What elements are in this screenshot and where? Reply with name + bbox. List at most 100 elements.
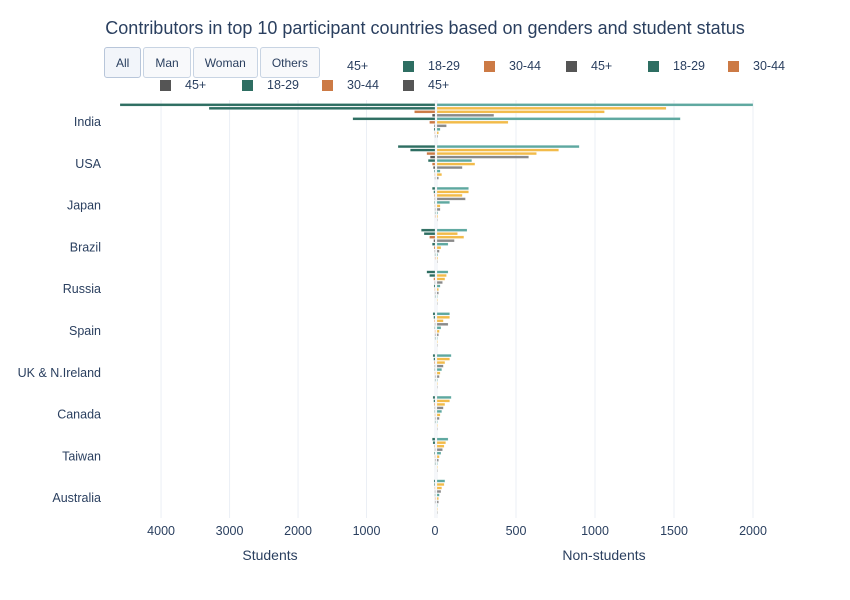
bar-non-students — [436, 207, 441, 211]
chart-title: Contributors in top 10 participant count… — [105, 18, 745, 38]
bar-non-students — [436, 131, 439, 135]
bar-non-students — [436, 420, 438, 424]
bar-non-students — [436, 235, 465, 239]
bar-students — [433, 127, 436, 131]
bar-students — [434, 409, 436, 413]
bar-non-students — [436, 413, 441, 417]
bar-students — [434, 333, 436, 337]
bar-students — [434, 288, 436, 291]
bar-non-students — [436, 288, 439, 291]
bar-non-students — [436, 364, 444, 368]
bar-students — [434, 497, 436, 500]
bar-students — [434, 214, 436, 218]
bar-non-students — [436, 382, 438, 386]
bar-non-students — [436, 232, 458, 236]
category-label: India — [74, 115, 101, 129]
bar-non-students — [436, 127, 441, 131]
bar-non-students — [436, 117, 681, 121]
bar-non-students — [436, 152, 537, 156]
bar-students — [434, 490, 436, 493]
bar-students — [429, 274, 436, 277]
x-axis-title-non-students: Non-students — [562, 547, 645, 563]
bar-non-students — [436, 378, 438, 382]
bar-students — [433, 190, 436, 194]
filter-button-man[interactable]: Man — [143, 47, 191, 78]
bar-non-students — [436, 197, 466, 201]
bar-students — [428, 159, 436, 163]
bar-students — [434, 368, 436, 372]
bar-non-students — [436, 483, 445, 486]
x-tick-label: 0 — [432, 524, 439, 538]
bar-students — [434, 322, 436, 326]
bar-non-students — [436, 322, 449, 326]
x-tick-label: 3000 — [216, 524, 244, 538]
bar-students — [434, 256, 436, 260]
bar-non-students — [436, 200, 450, 204]
bar-non-students — [436, 319, 444, 323]
bar-students — [434, 451, 436, 455]
filter-button-woman[interactable]: Woman — [192, 47, 258, 78]
category-label: UK & N.Ireland — [18, 366, 101, 380]
bar-non-students — [436, 448, 443, 452]
bar-non-students — [436, 166, 463, 170]
bar-non-students — [436, 214, 438, 218]
bar-non-students — [436, 190, 469, 194]
bar-students — [433, 246, 436, 250]
bar-students — [434, 124, 436, 128]
bar-students — [434, 169, 436, 173]
x-tick-label: 1500 — [660, 524, 688, 538]
bar-non-students — [436, 493, 440, 497]
bar-students — [433, 315, 436, 319]
bar-non-students — [436, 312, 450, 316]
filter-button-others[interactable]: Others — [259, 47, 320, 78]
category-label: Taiwan — [62, 449, 101, 463]
bar-students — [432, 437, 436, 441]
bar-students — [434, 455, 436, 459]
bar-students — [433, 284, 436, 288]
bar-students — [434, 493, 436, 497]
bar-students — [423, 232, 436, 236]
bar-students — [432, 242, 436, 246]
x-tick-label: 500 — [506, 524, 527, 538]
bar-non-students — [436, 507, 438, 511]
bar-non-students — [436, 371, 441, 375]
bar-students — [434, 448, 436, 452]
bar-non-students — [436, 333, 439, 337]
bar-non-students — [436, 106, 667, 110]
bar-non-students — [436, 326, 442, 330]
bar-students — [434, 483, 436, 486]
bar-students — [426, 152, 436, 156]
bar-students — [434, 462, 436, 466]
bar-students — [432, 186, 436, 190]
bar-students — [433, 479, 436, 483]
bar-non-students — [436, 284, 441, 288]
bar-students — [414, 110, 436, 114]
bar-non-students — [436, 298, 438, 302]
bar-non-students — [436, 423, 438, 427]
bar-non-students — [436, 186, 469, 190]
filter-button-all[interactable]: All — [104, 47, 142, 78]
bar-students — [434, 295, 436, 298]
bar-non-students — [436, 368, 442, 372]
bar-non-students — [436, 211, 438, 215]
bar-students — [434, 420, 436, 424]
bar-students — [434, 200, 436, 204]
bar-non-students — [436, 455, 440, 459]
bar-non-students — [436, 218, 438, 222]
bar-students — [433, 399, 436, 403]
bar-students — [433, 277, 436, 281]
bar-non-students — [436, 169, 441, 173]
bar-students — [432, 441, 436, 445]
bar-students — [434, 193, 436, 197]
bar-students — [434, 281, 436, 284]
bar-non-students — [436, 113, 495, 117]
bar-students — [208, 106, 436, 110]
bar-non-students — [436, 402, 446, 406]
bar-students — [434, 291, 436, 295]
bar-non-students — [436, 354, 452, 358]
bar-non-students — [436, 120, 509, 124]
bar-students — [434, 444, 436, 448]
bar-students — [434, 361, 436, 365]
category-label: Russia — [63, 282, 101, 296]
x-tick-label: 4000 — [147, 524, 175, 538]
